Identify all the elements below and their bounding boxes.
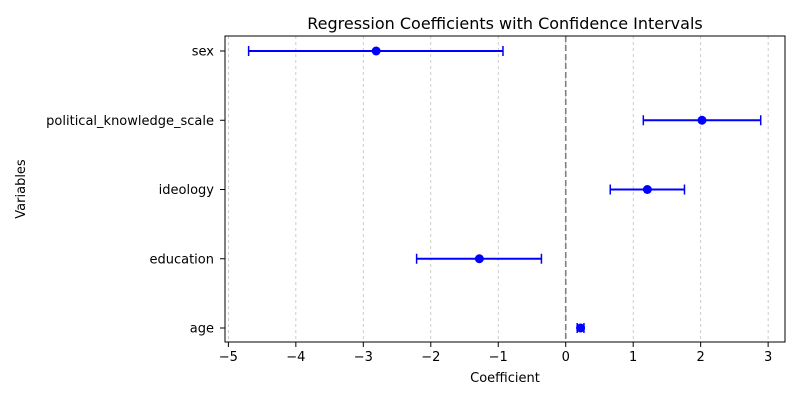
coefficient-point xyxy=(474,254,484,264)
x-tick-label: −5 xyxy=(219,350,238,365)
y-tick-label: age xyxy=(190,322,214,337)
x-tick-label: 0 xyxy=(562,350,570,365)
x-tick-label: 3 xyxy=(764,350,772,365)
y-tick-label: ideology xyxy=(159,183,215,198)
y-axis: age education ideology political_knowledge_… xyxy=(46,45,225,337)
x-axis: −5 −4 −3 −2 −1 0 1 2 3 xyxy=(219,342,772,365)
y-tick-label: education xyxy=(149,252,214,267)
coefficient-point xyxy=(576,323,586,333)
coefficient-point xyxy=(697,115,707,125)
x-tick-label: −1 xyxy=(489,350,508,365)
y-tick-label: sex xyxy=(192,45,215,60)
chart-title: Regression Coefficients with Confidence … xyxy=(307,14,702,33)
x-tick-label: −4 xyxy=(286,350,305,365)
coefficient-point xyxy=(642,185,652,194)
y-axis-label: Variables xyxy=(14,159,29,219)
data-layer xyxy=(247,46,762,333)
x-tick-label: 1 xyxy=(629,350,637,365)
x-tick-label: −2 xyxy=(421,350,440,365)
x-tick-label: −3 xyxy=(354,350,373,365)
x-tick-label: 2 xyxy=(697,350,705,365)
y-tick-label: political_knowledge_scale xyxy=(46,114,214,129)
x-axis-label: Coefficient xyxy=(470,371,540,386)
coefficient-point xyxy=(371,46,381,56)
